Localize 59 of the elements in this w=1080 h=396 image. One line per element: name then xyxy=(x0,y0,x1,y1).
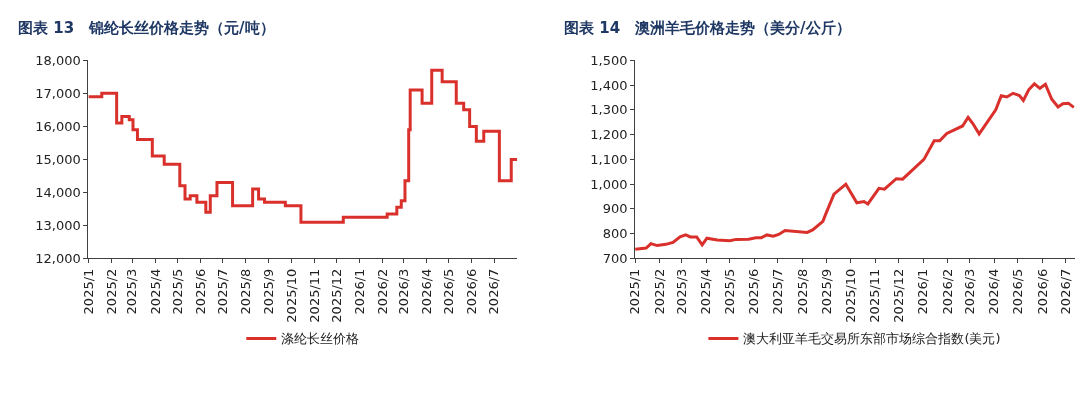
y-tick-label: 13,000 xyxy=(35,217,81,233)
x-tick-label: 2026/1 xyxy=(915,268,931,315)
x-tick-label: 2025/6 xyxy=(746,268,762,315)
x-tick-label: 2025/12 xyxy=(328,268,344,323)
y-tick-label: 1,300 xyxy=(590,102,628,118)
y-tick-label: 12,000 xyxy=(35,251,81,267)
x-tick-label: 2026/5 xyxy=(441,268,457,315)
x-tick-label: 2026/7 xyxy=(1058,268,1074,315)
x-tick-label: 2025/4 xyxy=(147,268,163,315)
x-tick-label: 2026/3 xyxy=(395,268,411,315)
x-tick-label: 2026/2 xyxy=(939,268,955,315)
x-tick-label: 2025/11 xyxy=(867,268,883,323)
x-tick-label: 2025/5 xyxy=(722,268,738,315)
x-tick-label: 2025/3 xyxy=(124,268,140,315)
x-tick-label: 2025/12 xyxy=(890,268,906,323)
legend-label: 涤纶长丝价格 xyxy=(281,331,360,347)
y-tick-label: 1,400 xyxy=(590,77,628,93)
y-tick-label: 14,000 xyxy=(35,184,81,200)
y-tick-label: 18,000 xyxy=(35,52,81,68)
x-tick-label: 2026/2 xyxy=(374,268,390,315)
x-tick-label: 2025/11 xyxy=(306,268,322,323)
x-tick-label: 2025/6 xyxy=(192,268,208,315)
x-tick-label: 2025/9 xyxy=(261,268,277,315)
y-tick-label: 800 xyxy=(602,226,628,242)
y-tick-label: 1,100 xyxy=(590,151,628,167)
x-tick-label: 2026/1 xyxy=(351,268,367,315)
x-tick-label: 2026/7 xyxy=(486,268,502,315)
x-tick-label: 2026/3 xyxy=(961,268,977,315)
x-tick-label: 2026/6 xyxy=(464,268,480,315)
x-tick-label: 2025/7 xyxy=(215,268,231,315)
x-tick-label: 2026/5 xyxy=(1010,268,1026,315)
x-tick-label: 2025/10 xyxy=(283,268,299,323)
x-tick-label: 2025/1 xyxy=(80,268,96,315)
x-tick-label: 2025/5 xyxy=(169,268,185,315)
x-tick-label: 2026/6 xyxy=(1034,268,1050,315)
legend-label: 澳大利亚羊毛交易所东部市场综合指数(美元) xyxy=(743,331,1001,347)
x-tick-label: 2025/2 xyxy=(103,268,119,315)
x-tick-label: 2026/4 xyxy=(986,268,1002,315)
x-tick-label: 2025/9 xyxy=(819,268,835,315)
y-tick-label: 17,000 xyxy=(35,85,81,101)
line-series xyxy=(635,82,1075,251)
y-tick-label: 900 xyxy=(602,201,628,217)
x-tick-label: 2025/2 xyxy=(651,268,667,315)
x-tick-label: 2025/10 xyxy=(842,268,858,323)
y-tick-label: 16,000 xyxy=(35,118,81,134)
y-tick-label: 1,000 xyxy=(590,176,628,192)
x-tick-label: 2025/8 xyxy=(238,268,254,315)
x-tick-label: 2025/1 xyxy=(627,268,643,315)
x-tick-label: 2025/3 xyxy=(673,268,689,315)
y-tick-label: 700 xyxy=(602,251,628,267)
x-tick-label: 2025/7 xyxy=(770,268,786,315)
x-tick-label: 2026/4 xyxy=(418,268,434,315)
y-tick-label: 1,500 xyxy=(590,52,628,68)
y-tick-label: 15,000 xyxy=(35,151,81,167)
x-tick-label: 2025/4 xyxy=(698,268,714,315)
y-tick-label: 1,200 xyxy=(590,127,628,143)
x-tick-label: 2025/8 xyxy=(794,268,810,315)
chart-title: 图表 14 澳洲羊毛价格走势（美分/公斤） xyxy=(564,19,851,37)
chart-title: 图表 13 锦纶长丝价格走势（元/吨） xyxy=(18,19,275,37)
